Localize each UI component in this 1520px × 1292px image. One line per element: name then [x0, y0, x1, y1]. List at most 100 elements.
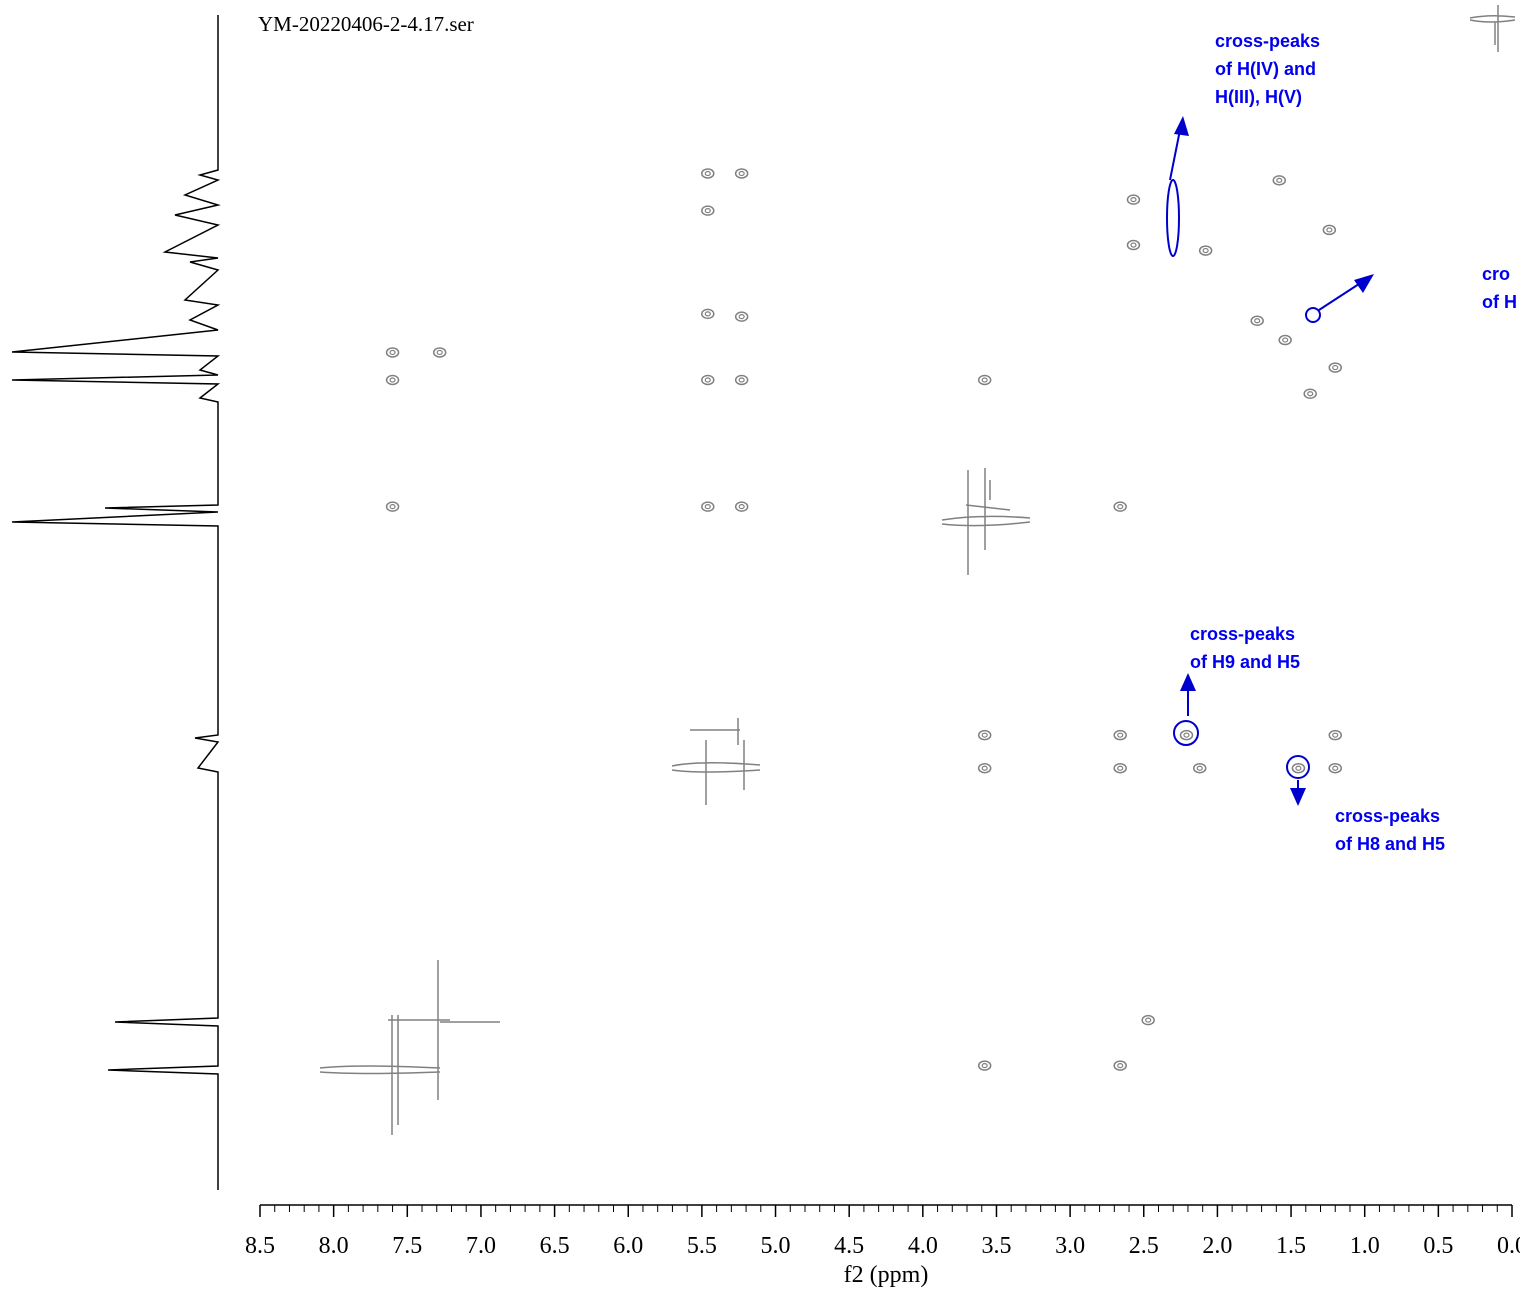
annotation: cross-peaks — [1215, 31, 1320, 51]
x-tick-label: 2.5 — [1129, 1233, 1159, 1259]
cross-peak — [734, 311, 749, 322]
cross-peak — [701, 205, 715, 216]
cross-peak-inner — [1295, 765, 1302, 771]
cross-peak — [1192, 762, 1207, 774]
cross-peak-inner — [704, 504, 711, 510]
cross-peak — [1113, 729, 1127, 741]
cross-peak-inner — [704, 377, 711, 383]
cross-peak — [977, 762, 992, 774]
cross-peak-inner — [1282, 337, 1289, 343]
diagonal-contours — [319, 5, 1516, 1135]
x-tick-label: 6.0 — [613, 1233, 643, 1259]
cross-peak — [701, 308, 715, 320]
x-tick-label: 5.5 — [687, 1233, 717, 1259]
cross-peak-inner — [1196, 765, 1203, 771]
cross-peak-inner — [1254, 318, 1261, 324]
cross-peak-inner — [738, 504, 745, 510]
cross-peak — [385, 501, 400, 512]
cross-peak-inner — [1117, 732, 1124, 738]
cross-peak — [1322, 224, 1337, 236]
x-tick-label: 3.5 — [981, 1233, 1011, 1259]
x-tick-label: 5.0 — [761, 1233, 791, 1259]
cross-peak — [1303, 388, 1317, 399]
x-tick-label: 2.0 — [1202, 1233, 1232, 1259]
x-tick-label: 7.0 — [466, 1233, 496, 1259]
cross-peak — [1141, 1014, 1155, 1026]
cross-peak-inner — [738, 377, 745, 383]
cross-peak-inner — [1326, 227, 1333, 233]
cross-peak — [977, 729, 992, 741]
x-axis-label: f2 (ppm) — [844, 1262, 929, 1288]
cross-peak — [1179, 729, 1194, 741]
cross-peak — [1328, 362, 1342, 373]
annotation: cross-peaks — [1335, 806, 1440, 826]
annotation-shapes — [1166, 129, 1363, 792]
annotation: of H9 and H5 — [1190, 652, 1300, 672]
cross-peak-inner — [738, 314, 745, 320]
cross-peak — [977, 1060, 992, 1071]
x-tick-label: 6.5 — [540, 1233, 570, 1259]
x-tick-label: 7.5 — [392, 1233, 422, 1259]
cross-peak-inner — [1276, 177, 1283, 183]
cross-peak-inner — [738, 170, 745, 177]
x-tick-label: 1.5 — [1276, 1233, 1306, 1259]
x-tick-label: 3.0 — [1055, 1233, 1085, 1259]
cross-peak-inner — [389, 504, 396, 510]
cross-peak — [1291, 762, 1306, 774]
cross-peak — [1126, 239, 1141, 251]
projection-trace — [11, 15, 221, 1190]
cross-peak — [1278, 334, 1292, 346]
chart-title: YM-20220406-2-4.17.ser — [258, 12, 474, 36]
x-tick-label: 1.0 — [1350, 1233, 1380, 1259]
cross-peak-inner — [704, 170, 711, 177]
cross-peak — [1113, 501, 1127, 512]
cross-peak-inner — [1332, 364, 1339, 371]
cross-peak-inner — [1117, 1062, 1124, 1069]
cross-peak-inner — [389, 349, 396, 356]
x-tick-label: 0.0 — [1497, 1233, 1520, 1259]
annotation: of H(IV) and — [1215, 59, 1316, 79]
cross-peak-inner — [981, 377, 988, 383]
cross-peak-inner — [1307, 391, 1314, 397]
cross-peak-inner — [1130, 197, 1137, 203]
x-tick-label: 4.5 — [834, 1233, 864, 1259]
x-tick-label: 8.5 — [245, 1233, 275, 1259]
cross-peak-inner — [1332, 765, 1339, 771]
cross-peak-inner — [981, 1062, 988, 1069]
cross-peak — [1250, 315, 1264, 327]
cross-peak — [1126, 194, 1141, 205]
cross-peak — [1113, 762, 1127, 774]
annotation: H(III), H(V) — [1215, 87, 1302, 107]
cross-peak-inner — [981, 732, 988, 738]
cross-peak-inner — [1145, 1017, 1152, 1023]
cross-peak — [701, 168, 715, 179]
cross-peak-inner — [1117, 765, 1124, 771]
cross-peak — [701, 374, 715, 386]
cross-peak-inner — [1183, 732, 1190, 738]
cross-peak-inner — [704, 208, 711, 214]
cross-peak — [1328, 729, 1342, 741]
cross-peak-inner — [436, 349, 443, 356]
x-tick-label: 0.5 — [1423, 1233, 1453, 1259]
cross-peak — [1113, 1060, 1127, 1071]
cross-peak — [1198, 245, 1213, 256]
cross-peak-inner — [1202, 247, 1209, 254]
x-tick-label: 8.0 — [319, 1233, 349, 1259]
cross-peak — [734, 374, 749, 386]
cross-peak — [432, 347, 447, 358]
cross-peak — [1328, 762, 1342, 774]
cross-peak — [977, 374, 992, 386]
cross-peak-inner — [1117, 504, 1124, 510]
cross-peak — [701, 501, 715, 512]
cross-peak-inner — [704, 311, 711, 317]
annotation: cross-peaks — [1190, 624, 1295, 644]
cross-peak-inner — [389, 377, 396, 383]
cross-peak — [734, 168, 749, 179]
cross-peak — [1272, 175, 1287, 186]
cross-peak-inner — [1332, 732, 1339, 738]
annotation-arrowheads — [1174, 116, 1374, 806]
cross-peak-inner — [1130, 242, 1137, 248]
cross-peak — [385, 374, 400, 386]
cross-peak — [734, 501, 749, 512]
